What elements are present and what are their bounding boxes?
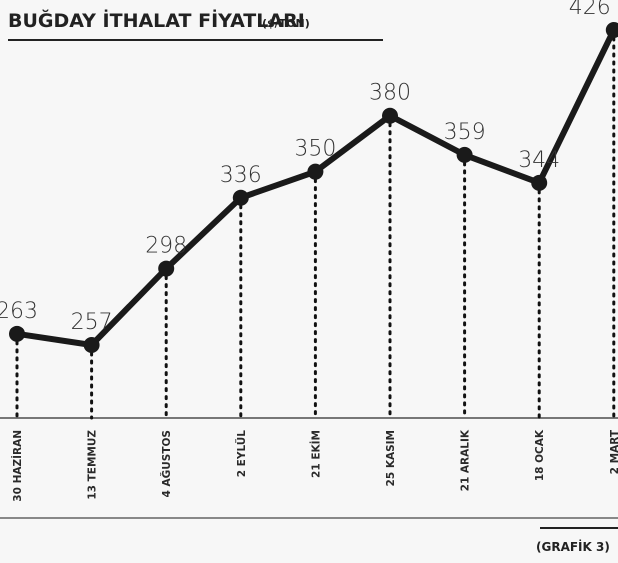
point	[307, 164, 323, 180]
value-label: 336	[220, 163, 262, 188]
x-tick-label: 4 AĞUSTOS	[160, 430, 173, 497]
value-label: 359	[444, 120, 486, 145]
x-tick-label: 13 TEMMUZ	[87, 430, 99, 500]
value-label: 263	[0, 299, 38, 324]
value-label: 426	[569, 0, 611, 20]
x-tick-label: 2 EYLÜL	[234, 430, 248, 478]
chart-title: BUĞDAY İTHALAT FİYATLARI	[8, 8, 305, 32]
point	[84, 337, 100, 353]
point	[382, 108, 398, 124]
chart: BUĞDAY İTHALAT FİYATLARI ($/TON) (GRAFİK…	[0, 0, 618, 563]
point	[531, 175, 547, 191]
value-label: 350	[294, 137, 336, 162]
value-label: 380	[369, 81, 411, 106]
value-label: 344	[518, 148, 560, 173]
value-label: 257	[71, 310, 113, 335]
x-tick-label: 30 HAZİRAN	[10, 430, 24, 502]
page: BUĞDAY İTHALAT FİYATLARI ($/TON) (GRAFİK…	[0, 0, 618, 563]
point	[158, 261, 174, 277]
point	[9, 326, 25, 342]
point	[233, 190, 249, 206]
x-tick-label: 2 MART	[609, 429, 618, 474]
note: (GRAFİK 3)	[536, 539, 610, 554]
x-tick-label: 18 OCAK	[534, 429, 546, 481]
x-tick-label: 25 KASIM	[385, 430, 397, 486]
chart-subtitle: ($/TON)	[262, 17, 310, 30]
x-tick-label: 21 EKİM	[308, 430, 322, 478]
point	[457, 147, 473, 163]
value-label: 298	[145, 234, 187, 259]
x-tick-label: 21 ARALIK	[460, 429, 472, 491]
